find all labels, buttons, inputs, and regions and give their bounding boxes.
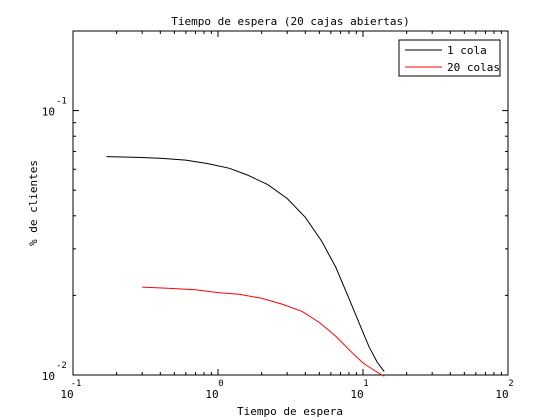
y-tick-label: 10 [42, 370, 55, 383]
x-tick-exponent: 2 [508, 379, 513, 389]
y-tick-exponent: -1 [56, 97, 67, 107]
x-tick-exponent: 1 [363, 379, 368, 389]
legend-box [398, 39, 501, 77]
y-axis-label: % de clientes [27, 160, 40, 246]
minor-ticks [73, 31, 508, 375]
legend-label-1: 1 cola [447, 44, 487, 57]
plot-area [72, 30, 509, 376]
x-tick-label: 10 [205, 388, 218, 401]
legend-label-2: 20 colas [447, 61, 500, 74]
series-layer [106, 156, 385, 377]
x-tick-label: 10 [350, 388, 363, 401]
x-tick-exponent: -1 [71, 379, 82, 389]
major-ticks [72, 31, 509, 376]
chart-title: Tiempo de espera (20 cajas abiertas) [171, 15, 409, 28]
x-tick-label: 10 [495, 388, 508, 401]
x-axis-label: Tiempo de espera [237, 405, 343, 418]
series-line-2 [142, 286, 385, 377]
y-tick-exponent: -2 [56, 361, 67, 371]
y-tick-labels: 10-210-1 [42, 97, 67, 383]
x-tick-label: 10 [60, 388, 73, 401]
legend: 1 cola 20 colas [398, 39, 501, 77]
y-tick-label: 10 [42, 106, 55, 119]
series-line-1 [106, 156, 385, 372]
x-tick-exponent: 0 [218, 379, 223, 389]
